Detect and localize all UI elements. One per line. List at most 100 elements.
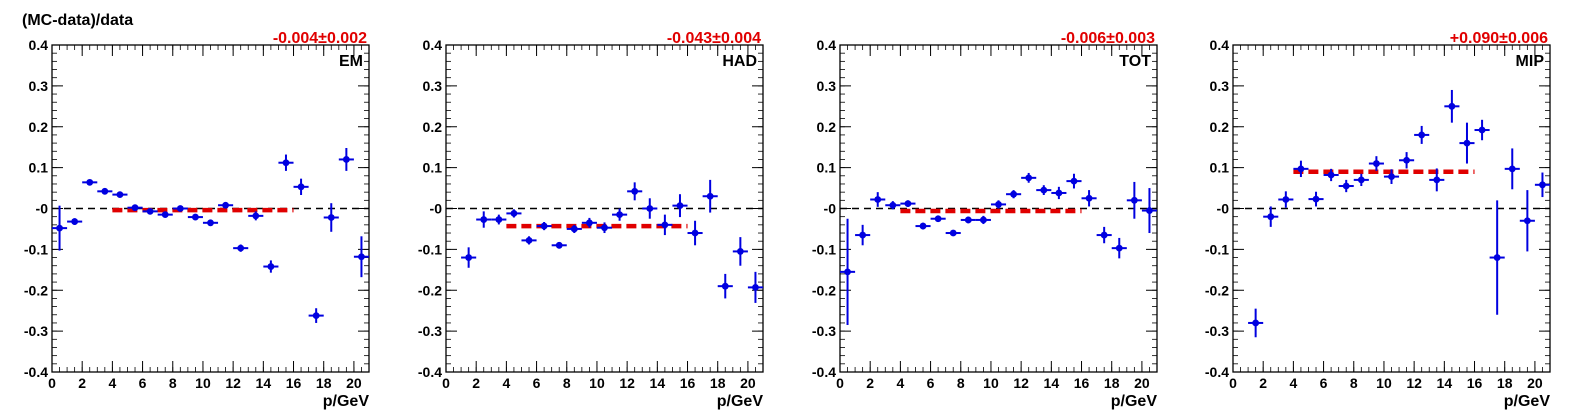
x-tick-label: 6 bbox=[927, 375, 935, 391]
x-tick-label: 8 bbox=[957, 375, 965, 391]
x-tick-label: 2 bbox=[866, 375, 874, 391]
data-point bbox=[919, 222, 927, 230]
x-axis-label: p/GeV bbox=[1111, 393, 1158, 410]
y-tick-label: 0.1 bbox=[817, 160, 837, 176]
x-tick-label: 16 bbox=[680, 375, 696, 391]
data-point bbox=[71, 218, 79, 225]
data-point bbox=[646, 205, 654, 212]
y-tick-label: -0.1 bbox=[418, 241, 442, 257]
x-tick-label: 14 bbox=[256, 375, 272, 391]
data-point bbox=[904, 200, 912, 207]
y-tick-label: 0.1 bbox=[29, 160, 49, 176]
data-point bbox=[101, 187, 109, 195]
data-point bbox=[1373, 160, 1380, 167]
x-tick-label: 14 bbox=[650, 375, 666, 391]
x-axis-label: p/GeV bbox=[717, 393, 764, 410]
y-tick-label: -0.2 bbox=[1205, 282, 1229, 298]
x-axis-label: p/GeV bbox=[1504, 393, 1551, 410]
data-point bbox=[859, 231, 867, 239]
data-point bbox=[1523, 217, 1531, 225]
y-tick-label: -0.1 bbox=[1205, 241, 1229, 257]
x-tick-label: 8 bbox=[1350, 375, 1358, 391]
chart-panel-had: -0.4 -0.3 -0.2 -0.1 -0 0.1 0.2 0.3 0.4 0 2 4 6 8 10 12 1… bbox=[418, 30, 764, 410]
data-point bbox=[1388, 173, 1395, 181]
y-tick-label: -0.3 bbox=[812, 323, 836, 339]
data-point bbox=[1478, 126, 1486, 134]
data-point bbox=[1085, 194, 1093, 202]
data-point bbox=[1252, 319, 1260, 327]
data-point bbox=[465, 254, 473, 261]
data-point bbox=[192, 213, 199, 221]
fit-result-label: -0.004±0.002 bbox=[273, 30, 367, 47]
data-point bbox=[964, 216, 972, 224]
data-point bbox=[1070, 177, 1078, 185]
x-tick-label: 0 bbox=[442, 375, 450, 391]
data-point bbox=[207, 219, 214, 227]
x-tick-label: 20 bbox=[1527, 375, 1543, 391]
y-tick-label: -0.3 bbox=[418, 323, 442, 339]
data-point bbox=[586, 219, 593, 227]
data-point bbox=[1508, 165, 1516, 173]
y-tick-label: -0.3 bbox=[24, 323, 48, 339]
fit-result-label: -0.006±0.003 bbox=[1061, 30, 1155, 47]
data-point bbox=[1100, 231, 1108, 239]
data-point bbox=[86, 178, 94, 186]
data-point bbox=[1146, 207, 1153, 214]
y-tick-label: -0.4 bbox=[418, 364, 442, 380]
x-tick-label: 20 bbox=[346, 375, 362, 391]
x-tick-label: 20 bbox=[1134, 375, 1150, 391]
data-point bbox=[1130, 196, 1138, 204]
y-tick-label: 0.2 bbox=[1210, 119, 1230, 135]
data-point bbox=[116, 191, 124, 199]
data-point bbox=[555, 241, 563, 249]
y-tick-label: 0.4 bbox=[1210, 37, 1230, 53]
data-point bbox=[949, 229, 957, 237]
data-point bbox=[1357, 176, 1365, 184]
y-tick-label: -0.4 bbox=[24, 364, 48, 380]
data-point bbox=[495, 216, 503, 223]
data-point bbox=[616, 211, 623, 219]
data-point bbox=[661, 221, 669, 229]
y-tick-label: -0 bbox=[36, 201, 49, 217]
data-point bbox=[297, 183, 305, 191]
x-tick-label: 12 bbox=[619, 375, 635, 391]
x-tick-label: 8 bbox=[563, 375, 571, 391]
x-tick-label: 10 bbox=[195, 375, 211, 391]
fit-result-label: -0.043±0.004 bbox=[667, 30, 761, 47]
data-point bbox=[282, 159, 290, 167]
x-tick-label: 8 bbox=[169, 375, 177, 391]
x-tick-label: 2 bbox=[1259, 375, 1267, 391]
x-tick-label: 4 bbox=[502, 375, 510, 391]
y-tick-label: 0.3 bbox=[29, 78, 49, 94]
data-point bbox=[1115, 244, 1123, 252]
y-tick-label: -0 bbox=[1217, 201, 1230, 217]
y-tick-label: -0.4 bbox=[812, 364, 836, 380]
data-point bbox=[480, 216, 488, 223]
x-tick-label: 0 bbox=[836, 375, 844, 391]
data-point bbox=[1267, 213, 1275, 221]
data-point bbox=[1282, 196, 1290, 203]
data-point bbox=[312, 312, 320, 319]
data-point bbox=[570, 225, 578, 233]
data-point bbox=[1418, 131, 1426, 139]
y-tick-label: 0.1 bbox=[1210, 160, 1230, 176]
data-point bbox=[934, 215, 942, 223]
data-point bbox=[889, 201, 897, 209]
data-point bbox=[980, 216, 987, 224]
x-tick-label: 6 bbox=[1320, 375, 1328, 391]
data-point bbox=[706, 192, 714, 200]
data-point bbox=[1448, 102, 1456, 110]
chart-panel-em: -0.4 -0.3 -0.2 -0.1 -0 0.1 0.2 0.3 0.4 0 2 4 6 8 10 12 1… bbox=[24, 30, 370, 410]
x-tick-label: 2 bbox=[78, 375, 86, 391]
data-point bbox=[161, 211, 169, 219]
panel-title: EM bbox=[339, 53, 363, 70]
x-tick-label: 18 bbox=[710, 375, 726, 391]
data-point bbox=[342, 156, 350, 163]
y-axis-title: (MC-data)/data bbox=[22, 12, 133, 29]
y-tick-label: -0.1 bbox=[24, 241, 48, 257]
x-tick-label: 2 bbox=[472, 375, 480, 391]
chart-panel-mip: -0.4 -0.3 -0.2 -0.1 -0 0.1 0.2 0.3 0.4 0 2 4 6 8 10 12 1… bbox=[1205, 30, 1551, 410]
data-point bbox=[736, 248, 744, 255]
data-point bbox=[525, 236, 533, 244]
